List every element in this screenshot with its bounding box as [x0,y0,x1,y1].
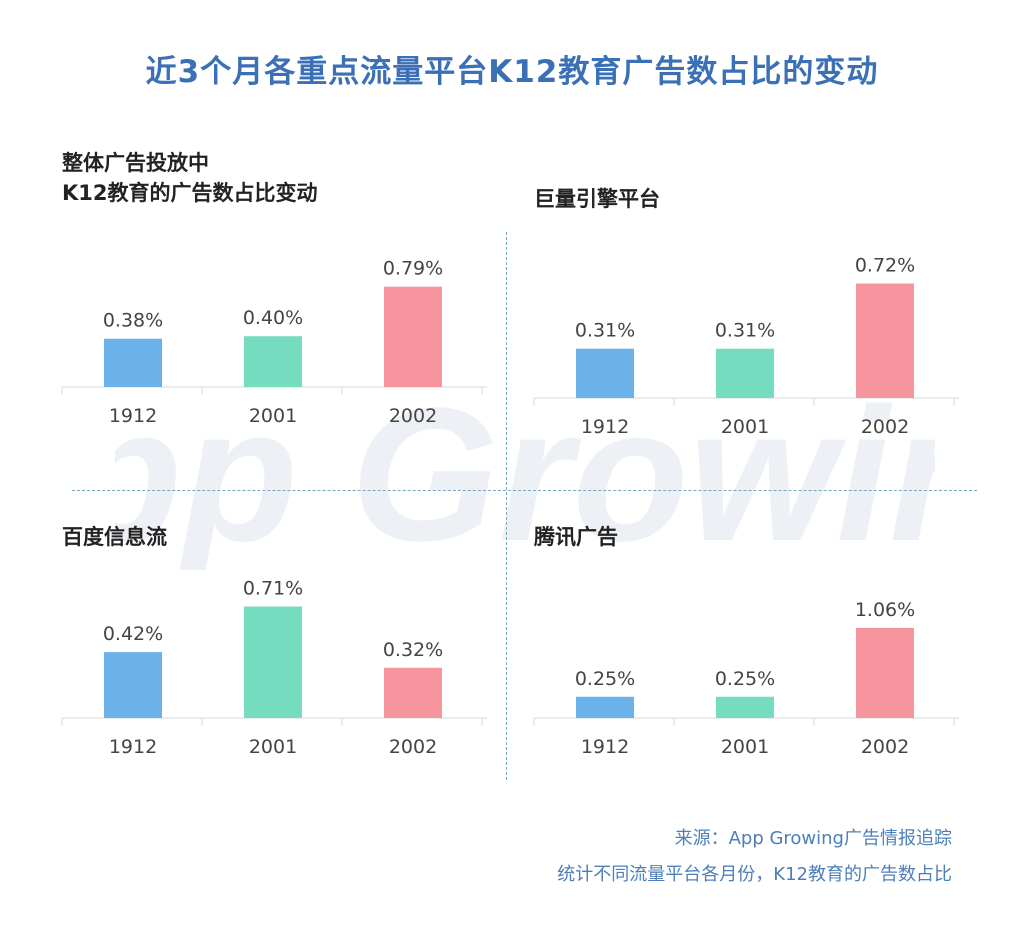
data-label-1912: 0.31% [575,320,635,342]
x-tick-label-1912: 1912 [109,736,157,758]
bar-2001 [716,348,774,398]
x-tick-label-1912: 1912 [109,405,157,427]
x-tick-label-2002: 2002 [389,736,437,758]
x-tick-label-2001: 2001 [249,736,297,758]
x-tick-label-1912: 1912 [581,416,629,438]
panel-title-tencent: 腾讯广告 [534,522,618,552]
bar-1912 [576,348,634,398]
data-label-1912: 0.42% [103,623,163,645]
footer-note: 统计不同流量平台各月份，K12教育的广告数占比 [557,864,952,885]
data-label-1912: 0.25% [575,668,635,690]
bar-1912 [104,652,162,718]
data-label-2002: 1.06% [855,599,915,621]
panel-title-juliang: 巨量引擎平台 [534,184,660,214]
footer-source: 来源：App Growing广告情报追踪 [674,828,952,849]
data-label-1912: 0.38% [103,310,163,332]
x-tick-label-2001: 2001 [249,405,297,427]
bar-chart-baidu: 0.42% 1912 0.71% 2001 0.32% 2002 [61,578,487,758]
data-label-2002: 0.72% [855,255,915,277]
panel-title-baidu: 百度信息流 [62,522,167,552]
panel-title-line1: 整体广告投放中 [62,151,209,175]
x-tick-label-2001: 2001 [721,736,769,758]
bar-2002 [856,283,914,398]
data-label-2001: 0.25% [715,668,775,690]
data-label-2001: 0.71% [243,578,303,600]
x-tick-label-2002: 2002 [861,736,909,758]
bar-chart-juliang: 0.31% 1912 0.31% 2001 0.72% 2002 [533,255,959,438]
panel-title-line1: 百度信息流 [62,525,167,549]
panel-title-line2: K12教育的广告数占比变动 [62,181,318,205]
horizontal-divider [72,490,977,491]
panel-title-overall: 整体广告投放中 K12教育的广告数占比变动 [62,148,318,208]
bar-2001 [244,336,302,387]
bar-2002 [856,627,914,718]
bar-1912 [104,338,162,387]
x-tick-label-1912: 1912 [581,736,629,758]
bar-2001 [244,606,302,718]
bar-2002 [384,286,442,387]
data-label-2002: 0.79% [383,258,443,280]
x-tick-label-2002: 2002 [861,416,909,438]
bar-chart-tencent: 0.25% 1912 0.25% 2001 1.06% 2002 [533,599,959,758]
x-tick-label-2002: 2002 [389,405,437,427]
bar-2001 [716,696,774,718]
x-tick-label-2001: 2001 [721,416,769,438]
data-label-2001: 0.31% [715,320,775,342]
bar-1912 [576,696,634,718]
bar-2002 [384,667,442,718]
vertical-divider [506,232,507,780]
panel-title-line1: 腾讯广告 [534,525,618,549]
bar-chart-overall: 0.38% 1912 0.40% 2001 0.79% 2002 [61,258,487,427]
panel-title-line1: 巨量引擎平台 [534,187,660,211]
data-label-2002: 0.32% [383,639,443,661]
footer: 来源：App Growing广告情报追踪 统计不同流量平台各月份，K12教育的广… [557,826,952,888]
page-title: 近3个月各重点流量平台K12教育广告数占比的变动 [145,54,879,90]
data-label-2001: 0.40% [243,307,303,329]
